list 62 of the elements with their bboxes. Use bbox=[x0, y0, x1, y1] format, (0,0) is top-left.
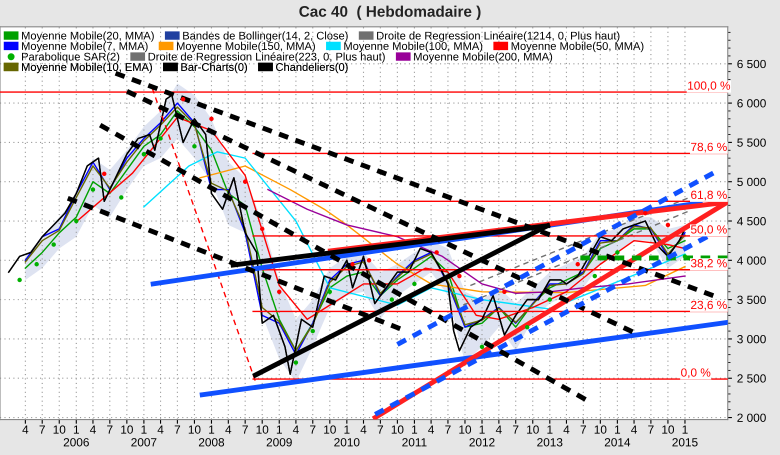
legend-label: Moyenne Mobile(7, MMA) bbox=[22, 42, 148, 52]
x-tick-label: 4 bbox=[360, 426, 366, 434]
x-tick-label: 4 bbox=[631, 426, 637, 434]
x-tick-label: 7 bbox=[378, 426, 384, 434]
chart-title: Cac 40 ( Hebdomadaire ) bbox=[299, 6, 481, 20]
legend-label: Moyenne Mobile(50, MMA) bbox=[512, 42, 644, 52]
x-tick-label: 10 bbox=[256, 425, 268, 434]
x-tick-label: 10 bbox=[54, 425, 66, 434]
legend-label: Moyenne Mobile(200, MMA) bbox=[414, 52, 552, 63]
y-tick-label: 4 500 bbox=[737, 217, 766, 226]
x-tick-label: 4 bbox=[496, 426, 502, 434]
legend-label: Moyenne Mobile(10, EMA) bbox=[22, 62, 152, 74]
x-tick-label: 10 bbox=[662, 425, 674, 434]
x-tick-label: 4 bbox=[225, 426, 232, 434]
legend-label: Moyenne Mobile(20, MMA) bbox=[22, 31, 154, 42]
y-tick-label: 2 000 bbox=[737, 414, 766, 422]
legend-label: Moyenne Mobile(150, MMA) bbox=[176, 42, 315, 52]
y-tick-label: 6 000 bbox=[737, 99, 766, 108]
x-tick-label: 4 bbox=[158, 426, 164, 434]
x-tick-label: 7 bbox=[648, 426, 654, 434]
legend-label: Chandeliers(0) bbox=[276, 62, 348, 74]
x-tick-label: 7 bbox=[107, 426, 112, 434]
y-tick-label: 5 000 bbox=[737, 178, 766, 186]
legend-label: Bandes de Bollinger(14, 2, Close) bbox=[183, 31, 348, 42]
x-tick-label: 7 bbox=[242, 426, 248, 434]
y-tick-label: 3 000 bbox=[737, 334, 766, 344]
x-tick-label: 10 bbox=[459, 425, 472, 434]
annotation: 61,8 % bbox=[691, 190, 727, 200]
annotation: 78,6 % bbox=[691, 142, 727, 152]
x-tick-label: 4 bbox=[22, 426, 28, 434]
x-tick-label: 7 bbox=[40, 426, 45, 434]
x-tick-label: 7 bbox=[580, 426, 586, 434]
x-tick-label: 4 bbox=[428, 426, 434, 434]
x-tick-label: 10 bbox=[594, 425, 606, 434]
annotation: 23,6 % bbox=[691, 300, 727, 310]
x-tick-label: 10 bbox=[527, 425, 539, 434]
x-tick-label: 7 bbox=[310, 426, 316, 434]
x-tick-label: 1 2011 bbox=[402, 426, 427, 446]
x-tick-label: 7 bbox=[513, 426, 518, 434]
x-tick-label: 4 bbox=[90, 426, 96, 434]
x-tick-label: 7 bbox=[174, 426, 180, 434]
legend-label: Moyenne Mobile(100, MMA) bbox=[344, 42, 482, 52]
x-tick-label: 10 bbox=[121, 425, 133, 434]
legend-label: Droite de Regression Linéaire(1214, 0, Plus haut) bbox=[377, 31, 620, 42]
x-tick-label: 4 bbox=[292, 426, 299, 434]
annotation: 100,0 % bbox=[688, 81, 730, 92]
y-tick-label: 6 500 bbox=[737, 60, 766, 68]
x-tick-label: 10 bbox=[188, 425, 201, 434]
annotation: 38,2 % bbox=[690, 259, 727, 269]
y-tick-label: 3 500 bbox=[737, 296, 766, 304]
x-tick-label: 10 bbox=[392, 425, 404, 434]
y-tick-label: 5 500 bbox=[737, 138, 766, 147]
annotation: 50,0 % bbox=[690, 225, 727, 236]
y-tick-label: 2 500 bbox=[737, 374, 766, 383]
x-tick-label: 7 bbox=[445, 426, 451, 434]
annotation: 0,0 % bbox=[681, 368, 710, 378]
legend-label: Droite de Regression Linéaire(223, 0, Plus haut) bbox=[148, 52, 385, 63]
x-tick-label: 4 bbox=[563, 426, 570, 434]
y-tick-label: 4 000 bbox=[737, 256, 766, 265]
legend-label: Bar-Charts(0) bbox=[181, 62, 248, 74]
x-tick-label: 10 bbox=[324, 425, 336, 434]
legend-label: Parabolique SAR(2) bbox=[22, 52, 120, 63]
